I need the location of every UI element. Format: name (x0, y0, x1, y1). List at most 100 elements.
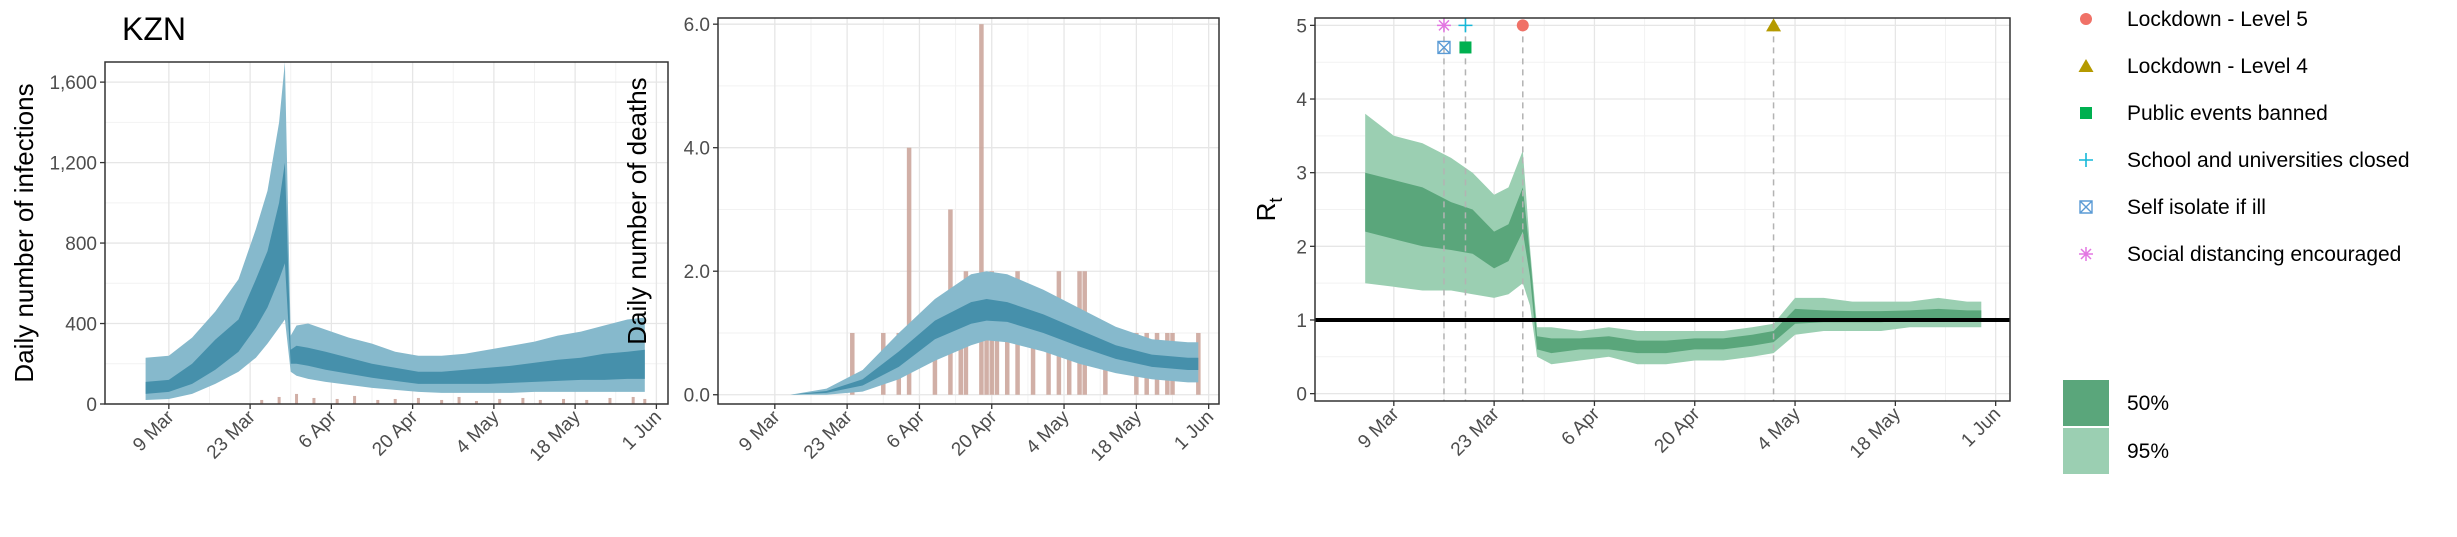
x-tick-label: 6 Apr (1558, 403, 1605, 450)
infections-panel: 0 400 800 1,200 1,600 9 Mar 23 Mar 6 Apr 20 Apr 4… (9, 11, 669, 466)
x-tick-label: 6 Apr (295, 406, 342, 453)
x-tick-label: 4 May (1022, 406, 1074, 458)
observed-bar (1046, 332, 1051, 395)
legend-key (2079, 153, 2093, 167)
x-tick-label: 9 Mar (735, 406, 785, 456)
y-tick-label: 2 (1296, 237, 1307, 258)
observed-bar (457, 396, 461, 404)
x-tick-label: 4 May (1753, 403, 1805, 455)
deaths-panel: 0.02.04.06.09 Mar 23 Mar 6 Apr 20 Apr 4 May 1… (622, 15, 1220, 466)
band-95 (1365, 113, 1982, 365)
observed-bar (416, 397, 420, 404)
y-tick-label: 1,200 (49, 154, 97, 175)
plot-frame (1314, 17, 2011, 402)
legend: Lockdown - Level 5 Lockdown - Level 4 Publ… (2063, 8, 2410, 474)
observed-bar (312, 397, 316, 404)
observed-bar (608, 397, 612, 404)
observed-bar (1030, 332, 1036, 395)
x-tick-label: 18 May (1087, 406, 1146, 465)
x-tick-label: 6 Apr (883, 406, 930, 453)
legend-label: Lockdown - Level 4 (2127, 55, 2308, 78)
legend-label: Public events banned (2127, 102, 2328, 125)
intervention-marker (1459, 41, 1472, 54)
band-50 (1365, 172, 1982, 354)
legend-key (2079, 247, 2093, 261)
legend-label: 95% (2127, 440, 2169, 463)
x-tick-label: 4 May (452, 406, 504, 458)
legend-key (2078, 59, 2094, 72)
y-tick-label: 1,600 (49, 73, 97, 94)
plot-frame (717, 17, 1220, 405)
y-tick-label: 6.0 (684, 15, 710, 36)
observed-bar (474, 400, 478, 404)
x-tick-label: 23 Mar (1447, 403, 1504, 460)
y-tick-label: 5 (1296, 16, 1307, 37)
legend-key (2079, 200, 2093, 214)
observed-bar (260, 399, 264, 404)
observed-bar (1004, 332, 1010, 395)
y-axis-label-subscript: t (1266, 198, 1286, 203)
observed-bar (498, 398, 502, 404)
y-tick-label: 400 (65, 315, 97, 336)
x-tick-label: 1 Jun (1170, 407, 1218, 455)
y-axis-label: Daily number of infections (9, 83, 39, 382)
observed-bar (631, 396, 635, 404)
x-tick-label: 9 Mar (129, 406, 179, 456)
legend-label: Lockdown - Level 5 (2127, 8, 2308, 31)
intervention-marker (1437, 40, 1451, 55)
x-tick-label: 23 Mar (800, 406, 857, 463)
observed-bar (376, 399, 380, 404)
observed-bar (984, 332, 989, 395)
observed-bar (393, 398, 397, 404)
observed-bar (958, 332, 964, 395)
legend-label: School and universities closed (2127, 149, 2410, 172)
x-tick-label: 1 Jun (1957, 404, 2005, 452)
x-tick-label: 1 Jun (618, 407, 666, 455)
observed-bar (1066, 332, 1072, 395)
band-95 (145, 62, 645, 400)
panel-title: KZN (122, 11, 186, 47)
legend-band-swatch (2063, 428, 2109, 474)
x-tick-label: 9 Mar (1354, 403, 1404, 453)
observed-bar (277, 396, 281, 404)
x-tick-label: 23 Mar (203, 406, 260, 463)
observed-bar (295, 393, 299, 404)
legend-key (2080, 13, 2092, 25)
y-tick-label: 3 (1296, 164, 1307, 185)
legend-band-swatch (2063, 380, 2109, 426)
intervention-marker (1766, 18, 1782, 32)
y-tick-label: 1 (1296, 311, 1307, 332)
observed-bar (335, 398, 339, 404)
rt-panel: 0 1 2 3 4 5 9 Mar 23 Mar 6 Apr 20 Apr 4 May 18 May 1… (1251, 16, 2011, 463)
legend-label: Social distancing encouraged (2127, 243, 2401, 266)
y-tick-label: 0 (86, 395, 97, 416)
y-tick-label: 2.0 (684, 262, 710, 283)
intervention-marker (1516, 19, 1529, 32)
observed-bar (932, 332, 938, 395)
x-tick-label: 20 Apr (368, 406, 422, 460)
band-50 (145, 162, 645, 394)
observed-bar (521, 397, 525, 404)
observed-bar (643, 398, 647, 404)
observed-bar (440, 399, 444, 404)
x-tick-label: 20 Apr (1651, 403, 1705, 457)
observed-bar (979, 24, 984, 395)
observed-bar (585, 399, 589, 404)
observed-bar (538, 399, 542, 404)
observed-bar (906, 147, 912, 395)
y-tick-label: 0.0 (684, 386, 710, 407)
observed-bar (562, 398, 566, 404)
x-tick-label: 18 May (1846, 403, 1905, 462)
intervention-marker (1436, 18, 1451, 33)
y-axis-label: Daily number of deaths (622, 77, 652, 344)
intervention-marker (1458, 18, 1473, 33)
legend-label: Self isolate if ill (2127, 196, 2266, 219)
y-tick-label: 0 (1296, 385, 1307, 406)
y-axis-label: Rt (1251, 198, 1286, 222)
observed-bar (850, 332, 855, 395)
observed-bar (1196, 332, 1201, 395)
plot-frame (104, 61, 669, 405)
x-tick-label: 18 May (526, 406, 585, 465)
legend-key (2080, 107, 2092, 119)
